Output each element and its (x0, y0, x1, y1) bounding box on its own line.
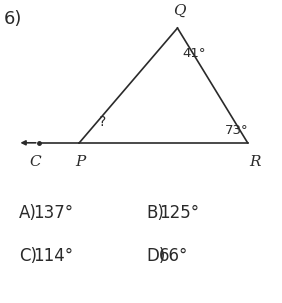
Text: D): D) (147, 247, 166, 265)
Text: B): B) (147, 204, 164, 222)
Text: P: P (76, 155, 86, 169)
Text: 66°: 66° (159, 247, 189, 265)
Text: C: C (29, 155, 41, 169)
Text: ?: ? (100, 115, 107, 129)
Text: 137°: 137° (33, 204, 73, 222)
Text: R: R (249, 155, 261, 169)
Text: C): C) (19, 247, 37, 265)
Text: 125°: 125° (159, 204, 199, 222)
Text: 41°: 41° (182, 47, 206, 60)
Text: 6): 6) (3, 10, 22, 28)
Text: 114°: 114° (33, 247, 73, 265)
Text: A): A) (19, 204, 37, 222)
Text: 73°: 73° (225, 125, 249, 137)
Text: Q: Q (173, 4, 185, 18)
